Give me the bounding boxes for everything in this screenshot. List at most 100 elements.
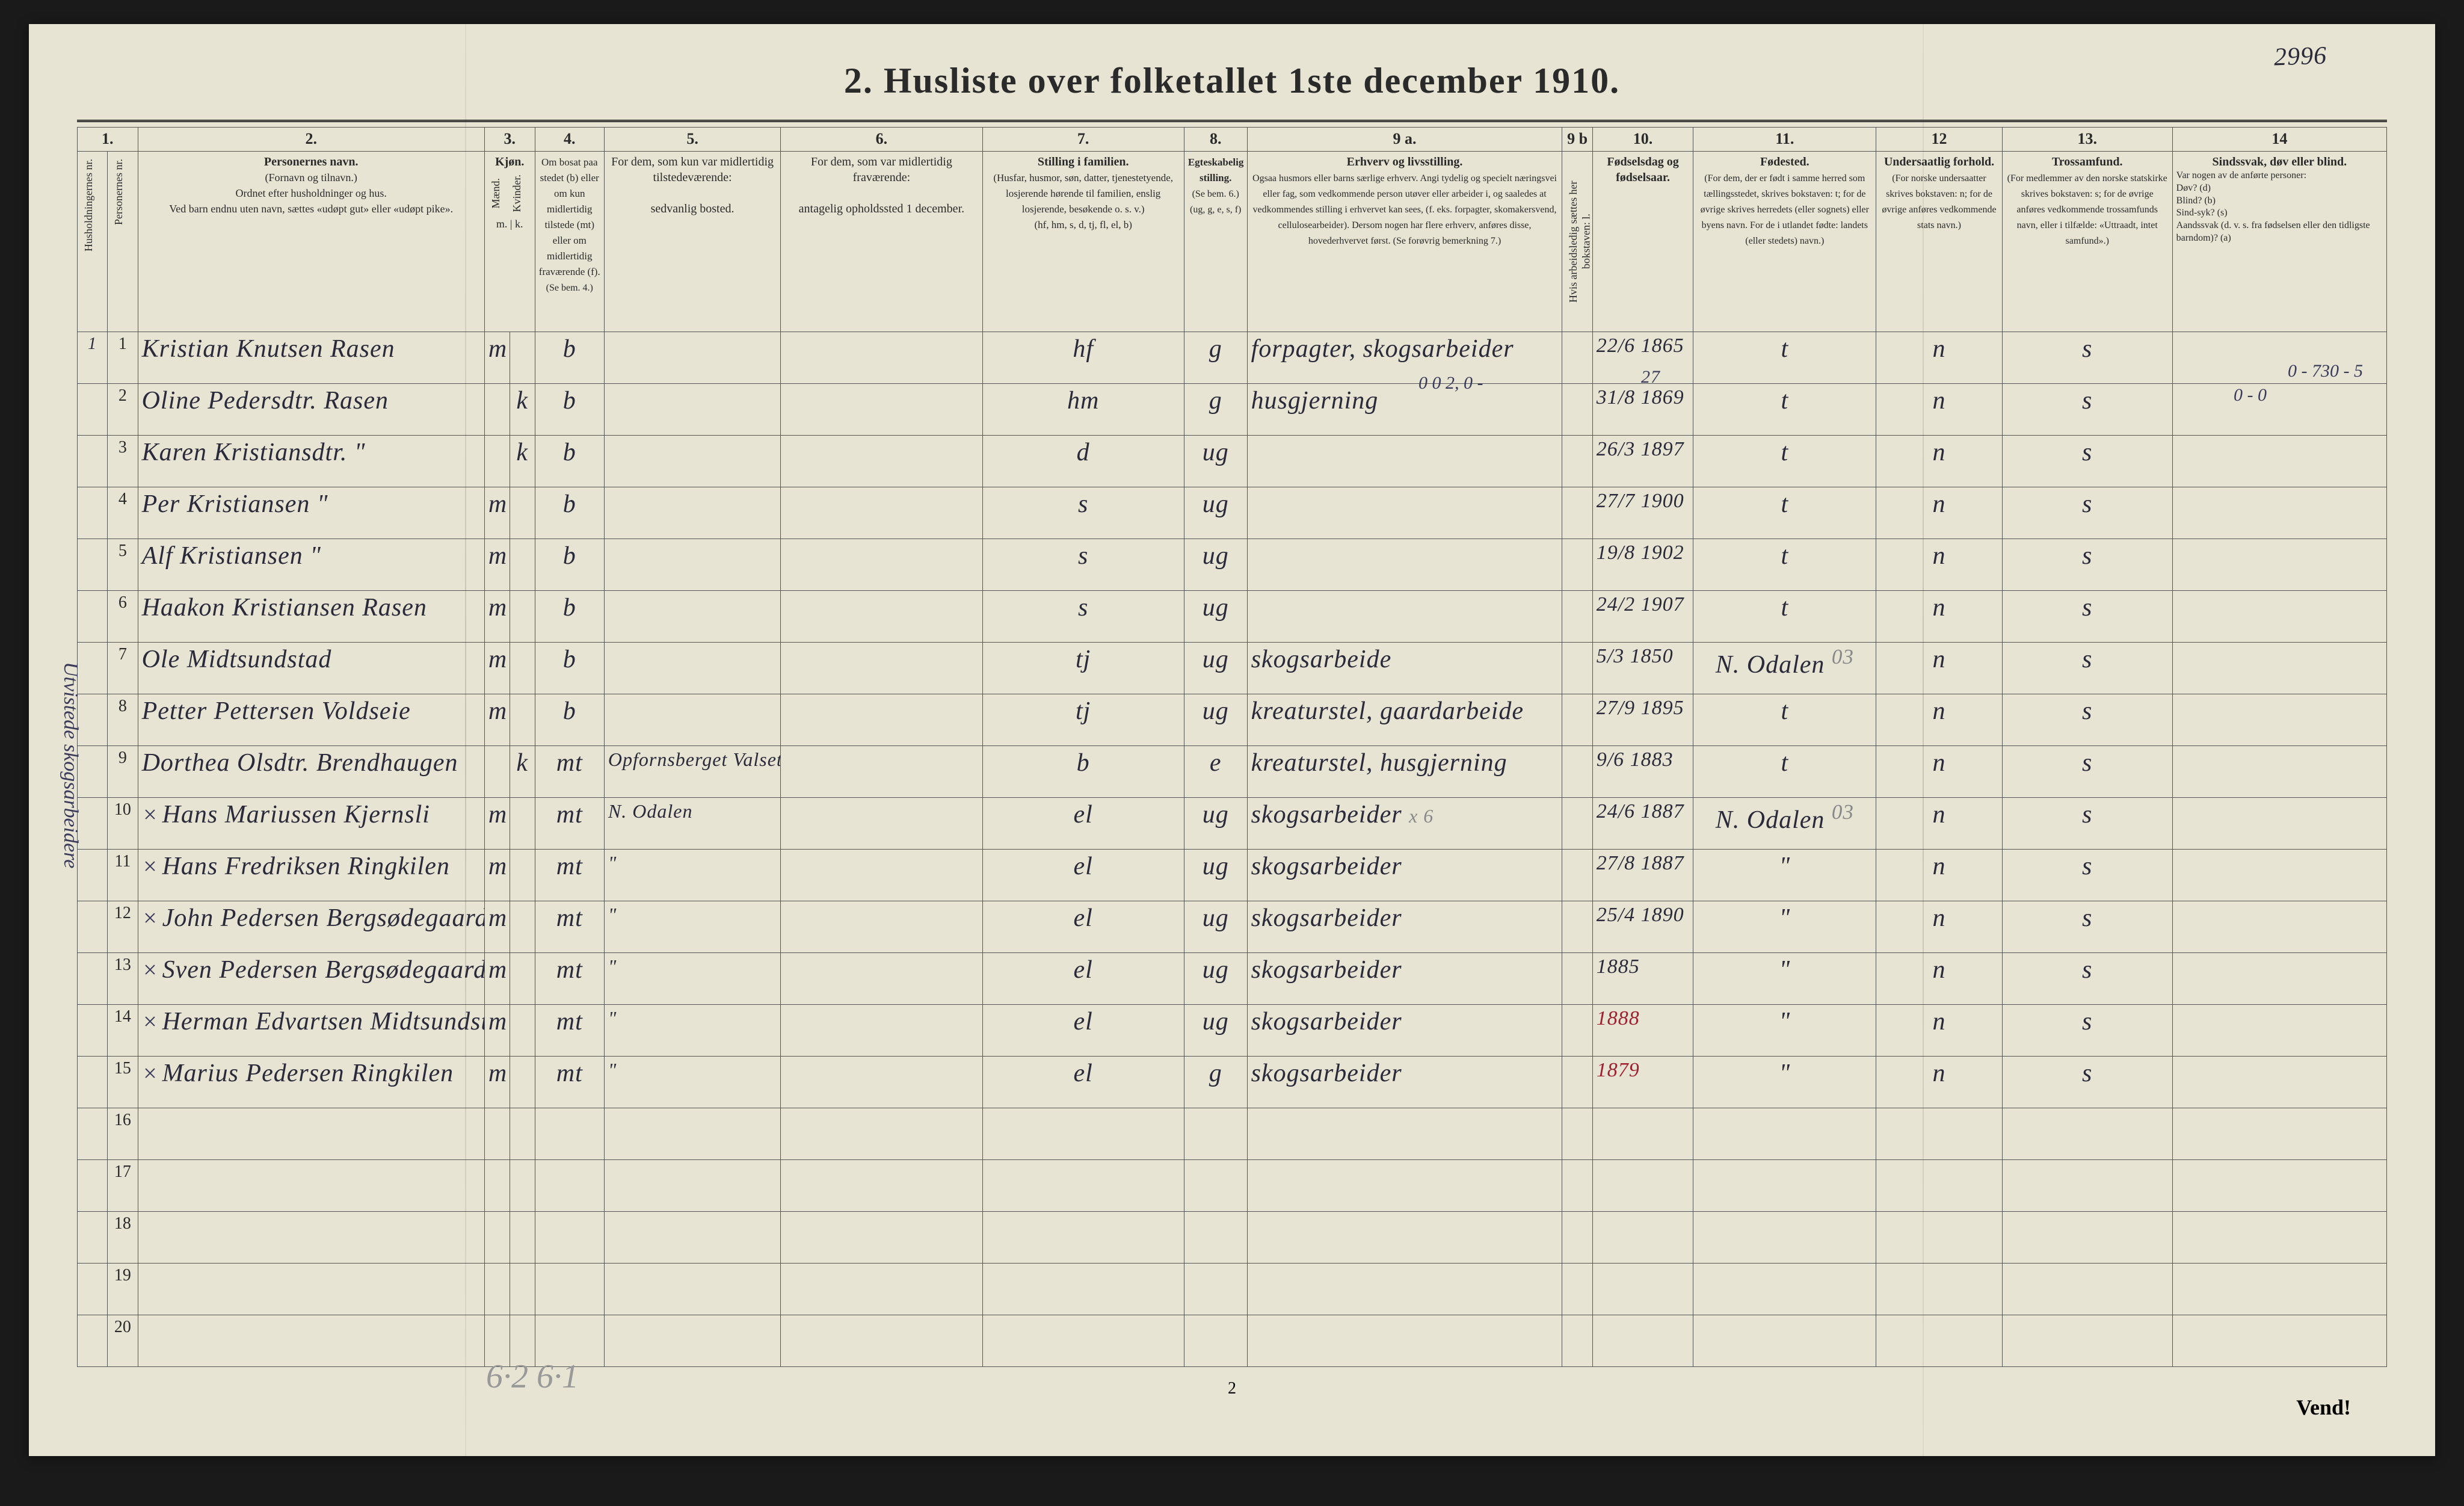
head-annotation-14b: 0 - 0 <box>2234 385 2267 406</box>
cell-name: Oline Pedersdtr. Rasen <box>138 384 484 436</box>
cell-hushold <box>78 1264 108 1315</box>
cell-fodsel: 1885 <box>1592 953 1693 1005</box>
cell-fravar <box>781 487 982 539</box>
cell-egt: ug <box>1184 1005 1247 1057</box>
cell-tros: s <box>2002 487 2172 539</box>
cell-fodsel: 24/6 1887 <box>1592 798 1693 850</box>
hdr-egt: Egteskabelig stilling.(Se bem. 6.) (ug, … <box>1184 152 1247 332</box>
cell-erhverv <box>1247 591 1562 643</box>
table-row: 14×Herman Edvartsen Midtsundstadmmt"elug… <box>78 1005 2387 1057</box>
cell-erhverv: skogsarbeider <box>1247 901 1562 953</box>
col-num-13: 13. <box>2002 128 2172 152</box>
cell-bosat: mt <box>535 1005 604 1057</box>
cell-midlertidig <box>604 487 780 539</box>
cell-egt: ug <box>1184 901 1247 953</box>
cell-egt: ug <box>1184 436 1247 487</box>
table-row: 9Dorthea Olsdtr. BrendhaugenkmtOpfornsbe… <box>78 746 2387 798</box>
cell-tros: s <box>2002 798 2172 850</box>
cell-tros: s <box>2002 1005 2172 1057</box>
cell-person-nr: 20 <box>108 1315 138 1367</box>
table-row: 12×John Pedersen Bergsødegaardenmmt"elug… <box>78 901 2387 953</box>
cell-erhverv <box>1247 487 1562 539</box>
cell-fodested: " <box>1693 901 1876 953</box>
cell-sinds <box>2172 798 2386 850</box>
cell-fodested: N. Odalen 03 <box>1693 643 1876 694</box>
cell-fravar <box>781 591 982 643</box>
cell-egt: ug <box>1184 591 1247 643</box>
cell-under: n <box>1876 850 2003 901</box>
vend-label: Vend! <box>2296 1395 2351 1420</box>
hdr-sinds: Sindssvak, døv eller blind.Var nogen av … <box>2172 152 2386 332</box>
cell-person-nr: 3 <box>108 436 138 487</box>
cell-egt: ug <box>1184 850 1247 901</box>
cell-stilling-fam: el <box>982 901 1184 953</box>
cell-sex-k: k <box>510 384 535 436</box>
footer-page-number: 2 <box>77 1379 2387 1398</box>
cell-sex-m <box>484 436 510 487</box>
census-table: 1. 2. 3. 4. 5. 6. 7. 8. 9 a. 9 b 10. 11.… <box>77 127 2387 1367</box>
cell-hushold <box>78 591 108 643</box>
cell-name: ×Herman Edvartsen Midtsundstad <box>138 1005 484 1057</box>
cell-hushold <box>78 487 108 539</box>
cell-fodested: " <box>1693 1005 1876 1057</box>
cell-bosat: b <box>535 694 604 746</box>
col-num-4: 4. <box>535 128 604 152</box>
cell-hushold <box>78 953 108 1005</box>
cell-sex-k <box>510 332 535 384</box>
cell-fodsel: 24/2 1907 <box>1592 591 1693 643</box>
cell-erhverv: skogsarbeider <box>1247 1005 1562 1057</box>
cell-midlertidig: N. Odalen <box>604 798 780 850</box>
cell-person-nr: 8 <box>108 694 138 746</box>
col-num-9a: 9 a. <box>1247 128 1562 152</box>
cell-fodsel: 5/3 1850 <box>1592 643 1693 694</box>
cell-sinds <box>2172 901 2386 953</box>
cell-person-nr: 16 <box>108 1108 138 1160</box>
cell-fodested: t <box>1693 539 1876 591</box>
cell-sex-k <box>510 539 535 591</box>
cell-erhverv: kreaturstel, husgjerning <box>1247 746 1562 798</box>
cell-hushold <box>78 1315 108 1367</box>
cell-fodested: N. Odalen 03 <box>1693 798 1876 850</box>
cell-bosat: b <box>535 539 604 591</box>
table-row: 4Per Kristiansen "mbsug27/7 1900tns <box>78 487 2387 539</box>
cell-midlertidig: " <box>604 850 780 901</box>
cell-fodested: t <box>1693 384 1876 436</box>
cell-person-nr: 15 <box>108 1057 138 1108</box>
cell-sinds <box>2172 694 2386 746</box>
cell-hushold <box>78 1057 108 1108</box>
hdr-fodested: Fødested.(For dem, der er født i samme h… <box>1693 152 1876 332</box>
cell-name: Per Kristiansen " <box>138 487 484 539</box>
cell-bosat: b <box>535 487 604 539</box>
cell-tros: s <box>2002 694 2172 746</box>
cell-arb <box>1562 332 1592 384</box>
hdr-erhverv: Erhverv og livsstilling.Ogsaa husmors el… <box>1247 152 1562 332</box>
cell-sinds <box>2172 1057 2386 1108</box>
hdr-stilling-fam: Stilling i familien.(Husfar, husmor, søn… <box>982 152 1184 332</box>
cell-fravar <box>781 539 982 591</box>
cell-stilling-fam: hf <box>982 332 1184 384</box>
cell-hushold <box>78 850 108 901</box>
cell-sex-m: m <box>484 953 510 1005</box>
cell-under: n <box>1876 487 2003 539</box>
cell-sex-k: k <box>510 436 535 487</box>
cell-arb <box>1562 953 1592 1005</box>
cell-name: Karen Kristiansdtr. " <box>138 436 484 487</box>
cell-midlertidig: Opfornsberget Valsette <box>604 746 780 798</box>
cell-person-nr: 14 <box>108 1005 138 1057</box>
cell-sex-k: k <box>510 746 535 798</box>
table-row: 13×Sven Pedersen Bergsødegaardenmmt"elug… <box>78 953 2387 1005</box>
document-title: 2. Husliste over folketallet 1ste decemb… <box>77 60 2387 102</box>
table-row: 11Kristian Knutsen Rasenmbhfgforpagter, … <box>78 332 2387 384</box>
hdr-fravar: For dem, som var midlertidig fraværende:… <box>781 152 982 332</box>
cell-erhverv <box>1247 436 1562 487</box>
cell-fodsel: 9/6 1883 <box>1592 746 1693 798</box>
cell-sex-m: m <box>484 487 510 539</box>
cell-arb <box>1562 798 1592 850</box>
cell-under: n <box>1876 384 2003 436</box>
cell-midlertidig <box>604 591 780 643</box>
cell-erhverv: kreaturstel, gaardarbeide <box>1247 694 1562 746</box>
cell-fodsel: 1888 <box>1592 1005 1693 1057</box>
cell-tros: s <box>2002 850 2172 901</box>
cell-fravar <box>781 436 982 487</box>
hdr-person: Personernes nr. <box>108 152 138 332</box>
